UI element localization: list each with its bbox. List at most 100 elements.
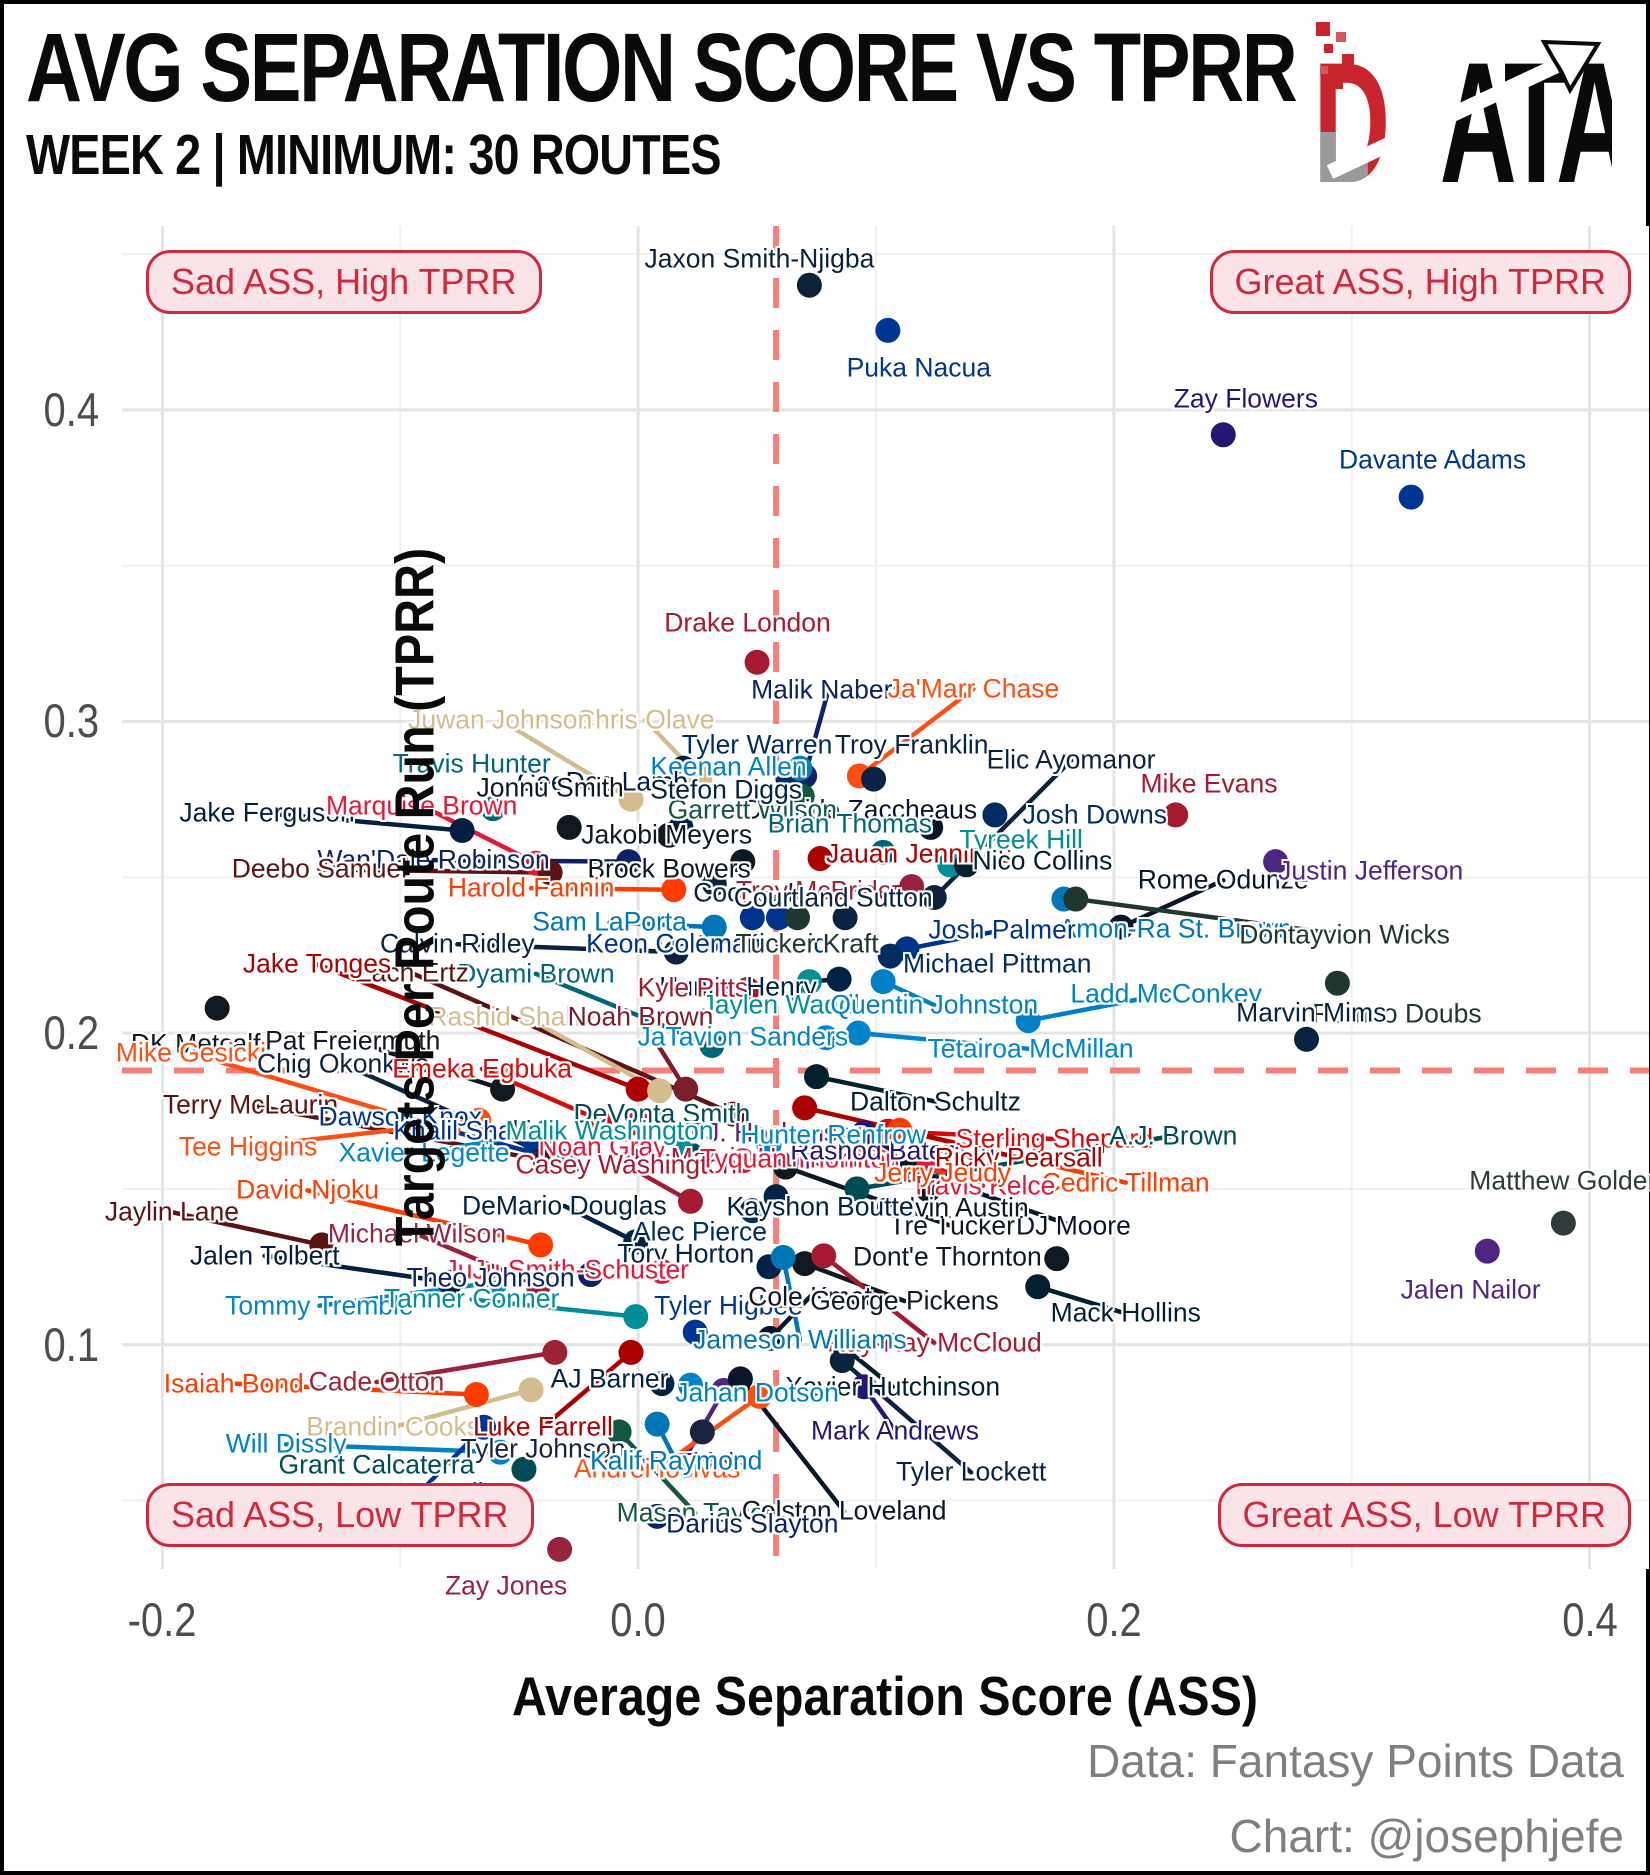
player-dot <box>773 1154 799 1180</box>
player-dot <box>1293 1026 1319 1052</box>
player-label: Darius Slayton <box>666 1508 839 1539</box>
player-label: Sterling Shepard <box>955 1123 1154 1154</box>
y-axis-title: Targets Per Route Run (TPRR) <box>383 547 446 1247</box>
player-label: Mason Taylor <box>616 1497 774 1528</box>
player-label: Jahan Dotson <box>675 1377 839 1408</box>
leader-line <box>1073 896 1347 938</box>
player-label: Kyle Pitts <box>637 972 749 1003</box>
player-dot <box>618 1339 644 1365</box>
quadrant-label-bottom-right: Great ASS, Low TPRR <box>1217 1483 1631 1547</box>
svg-text:ATA: ATA <box>1440 27 1612 204</box>
player-label: Colston Loveland <box>741 1495 947 1526</box>
chart-credit: Chart: @josephjefe <box>1229 1810 1624 1862</box>
player-label: Matthew Golden <box>1469 1165 1650 1196</box>
quadrant-label-bottom-left: Sad ASS, Low TPRR <box>146 1483 534 1547</box>
player-label: Mike Evans <box>1140 768 1278 799</box>
player-dot <box>518 1377 544 1403</box>
player-dot <box>720 1101 746 1127</box>
player-dot <box>792 1095 818 1121</box>
player-dot <box>542 1339 568 1365</box>
player-dot <box>606 1419 632 1445</box>
leader-line <box>169 1209 325 1248</box>
leader-line <box>374 1350 558 1385</box>
player-dot <box>787 755 813 781</box>
player-dot <box>463 1382 489 1408</box>
player-dot <box>482 1269 508 1295</box>
leader-line <box>455 941 679 955</box>
player-label: Troy Franklin <box>834 729 989 760</box>
player-label: Andrei Iosivas <box>573 1453 741 1484</box>
player-label: Garrett Wilson <box>667 794 837 825</box>
player-dot <box>918 814 944 840</box>
player-label: Tyler Warren <box>681 729 833 760</box>
player-label: Dyami Brown <box>457 958 615 989</box>
player-dot <box>449 818 475 844</box>
leader-line <box>783 1164 955 1229</box>
player-dot <box>661 877 687 903</box>
player-dot <box>528 1232 554 1258</box>
player-dot <box>921 885 947 910</box>
player-label: Terry McLaurin <box>162 1089 339 1120</box>
x-tick-label: 0.0 <box>610 1593 666 1646</box>
player-dot <box>620 1148 646 1174</box>
plot-canvas <box>122 226 1649 1569</box>
player-label: Grant Calcaterra <box>278 1449 475 1480</box>
player-dot <box>525 1272 551 1298</box>
player-dot <box>796 969 822 995</box>
player-label: Emeka Egbuka <box>392 1053 572 1084</box>
leader-line <box>904 927 1005 952</box>
player-dot <box>1108 914 1134 940</box>
player-label: Jauan Jennings <box>825 838 1012 869</box>
player-dot <box>796 272 822 298</box>
player-dot <box>887 1117 913 1143</box>
player-label: Justin Jefferson <box>1278 855 1464 886</box>
x-tick-label: 0.2 <box>1086 1593 1142 1646</box>
leader-line <box>248 1102 548 1164</box>
player-dot <box>689 1419 715 1445</box>
data-logo-icon: D D ATA <box>1313 22 1636 219</box>
leader-line <box>314 962 641 1092</box>
player-label: Marvin Harrison <box>670 1142 858 1173</box>
player-dot <box>466 1107 492 1133</box>
player-dot <box>490 1076 516 1102</box>
player-dot <box>1474 1238 1500 1264</box>
player-label: Brock Bowers <box>587 853 751 884</box>
player-label: DK Metcalf <box>130 1028 261 1059</box>
player-dot <box>687 765 713 791</box>
player-label: Drake London <box>664 607 831 638</box>
player-label: Dontayvion Wicks <box>1239 919 1450 950</box>
player-dot <box>784 905 810 931</box>
player-label: Isaiah Bond <box>163 1368 304 1399</box>
player-label: Tanner Conner <box>383 1283 560 1314</box>
player-label: Marquise Brown <box>325 790 518 821</box>
player-label: Ladd McConkey <box>1070 978 1262 1009</box>
leader-line <box>902 1164 1076 1229</box>
player-dot <box>623 1304 649 1330</box>
player-label: Jalen Nailor <box>1400 1274 1541 1305</box>
player-label: Cedric Tillman <box>1041 1167 1210 1198</box>
player-dot <box>763 1184 789 1210</box>
leader-line <box>780 1255 803 1343</box>
player-dot <box>756 1132 782 1158</box>
player-dot <box>1063 886 1089 912</box>
x-tick-label: 0.4 <box>1561 1593 1618 1646</box>
data-logo: D D ATA <box>1312 14 1636 219</box>
player-dot <box>471 1414 497 1440</box>
player-dot <box>1015 1008 1041 1034</box>
leader-line <box>562 1203 639 1245</box>
player-label: Keon Coleman <box>586 928 762 959</box>
leader-line <box>283 1442 503 1455</box>
player-label: Jaylin Lane <box>104 1196 239 1227</box>
leader-line <box>528 885 677 892</box>
player-label: A.J. Brown <box>1109 1120 1238 1151</box>
player-dot <box>578 1262 604 1288</box>
player-label: Jonnu Smith <box>476 772 624 803</box>
player-label: Jakobi Meyers <box>581 819 753 850</box>
player-label: Travis Kelce <box>910 1170 1056 1201</box>
player-dot <box>861 766 887 792</box>
player-dot <box>794 1143 820 1169</box>
player-label: Michael Pittman <box>903 948 1092 979</box>
leader-line <box>811 884 914 894</box>
player-dot <box>701 870 727 896</box>
leader-line <box>350 1038 505 1092</box>
